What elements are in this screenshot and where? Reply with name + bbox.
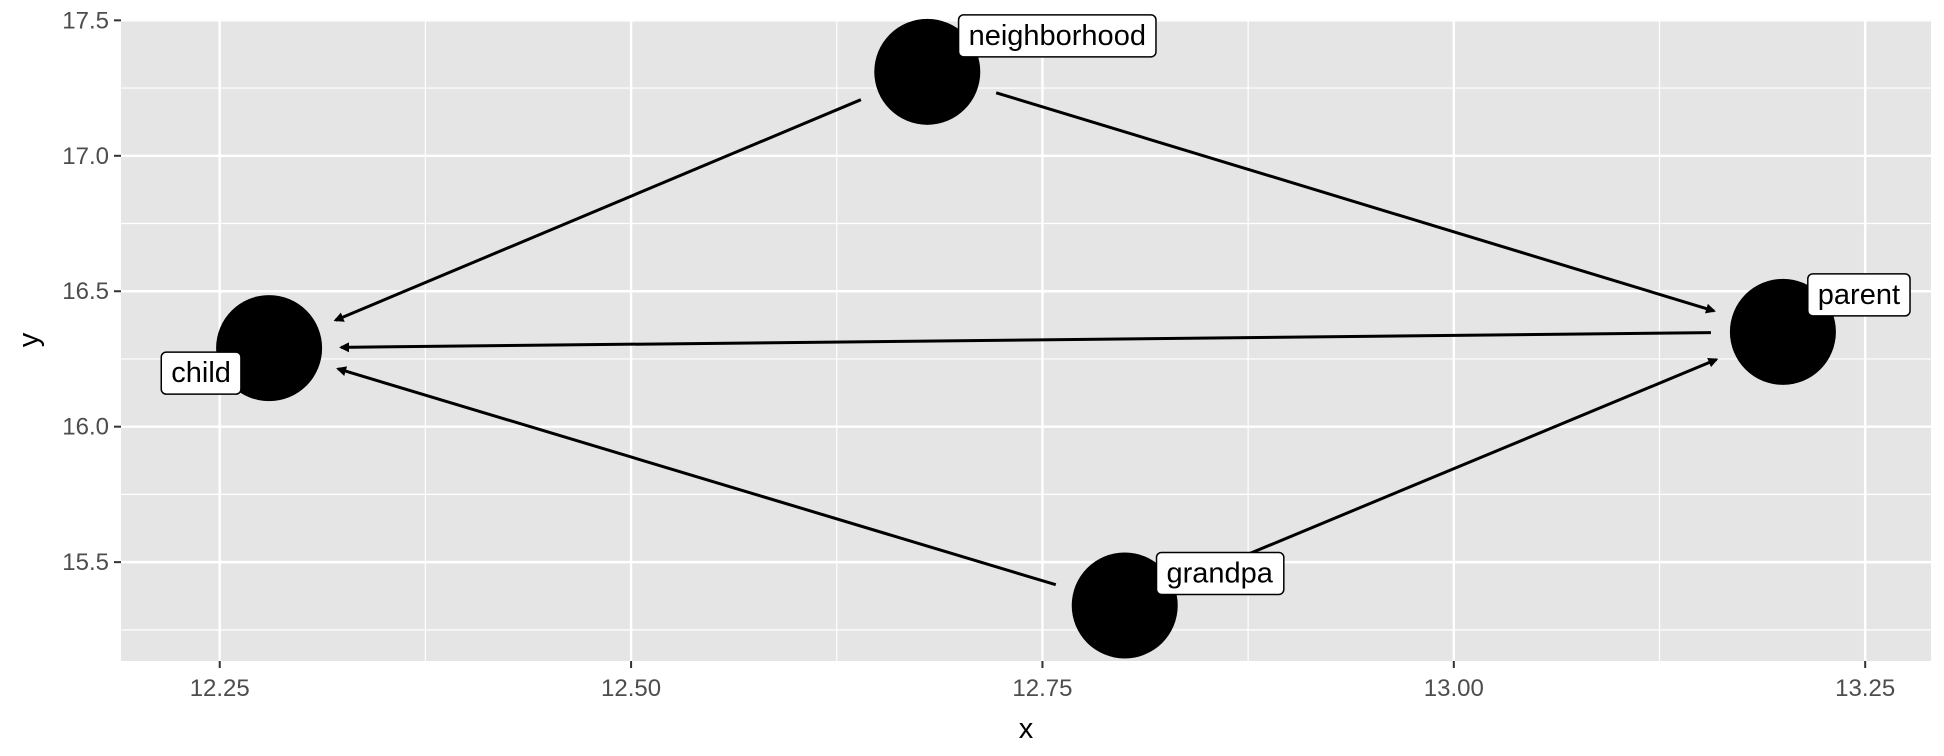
labels-layer: neighborhood child parent grandpa — [160, 14, 1911, 596]
node-grandpa — [1071, 552, 1178, 659]
node-label-child: child — [160, 351, 242, 395]
x-tick-label: 12.75 — [1012, 675, 1072, 702]
y-axis: 15.5 16.0 16.5 17.0 17.5 — [62, 7, 121, 576]
minor-grid — [121, 19, 1931, 661]
edge-neighborhood-to-parent — [995, 91, 1716, 314]
node-neighborhood — [874, 18, 981, 125]
node-label-parent: parent — [1807, 273, 1911, 317]
edge-neighborhood-to-child — [333, 98, 862, 322]
edge-parent-to-child — [339, 331, 1711, 353]
x-tick-label: 13.25 — [1835, 675, 1895, 702]
x-tick-label: 12.25 — [190, 675, 250, 702]
node-label-neighborhood: neighborhood — [957, 14, 1157, 58]
label-text: parent — [1818, 279, 1900, 311]
edge-grandpa-to-child — [336, 366, 1057, 587]
y-tick-label: 16.5 — [62, 278, 109, 305]
edge-grandpa-to-parent — [1190, 357, 1719, 580]
label-box — [1155, 551, 1285, 596]
edges-layer — [333, 91, 1719, 587]
node-child — [216, 295, 323, 402]
node-label-grandpa: grandpa — [1155, 551, 1285, 596]
x-axis: 12.25 12.50 12.75 13.00 13.25 — [190, 661, 1895, 702]
label-box — [160, 351, 242, 395]
y-tick-label: 15.5 — [62, 549, 109, 576]
nodes-layer — [216, 18, 1836, 659]
x-tick-label: 13.00 — [1424, 675, 1484, 702]
y-tick-label: 17.0 — [62, 143, 109, 170]
y-axis-title: y — [13, 332, 45, 347]
label-box — [957, 14, 1157, 58]
x-axis-title: x — [1019, 713, 1034, 745]
label-text: child — [171, 357, 231, 389]
x-tick-label: 12.50 — [601, 675, 661, 702]
label-text: grandpa — [1167, 557, 1274, 589]
y-tick-label: 17.5 — [62, 7, 109, 34]
label-box — [1807, 273, 1911, 317]
label-text: neighborhood — [969, 20, 1146, 52]
y-tick-label: 16.0 — [62, 414, 109, 441]
